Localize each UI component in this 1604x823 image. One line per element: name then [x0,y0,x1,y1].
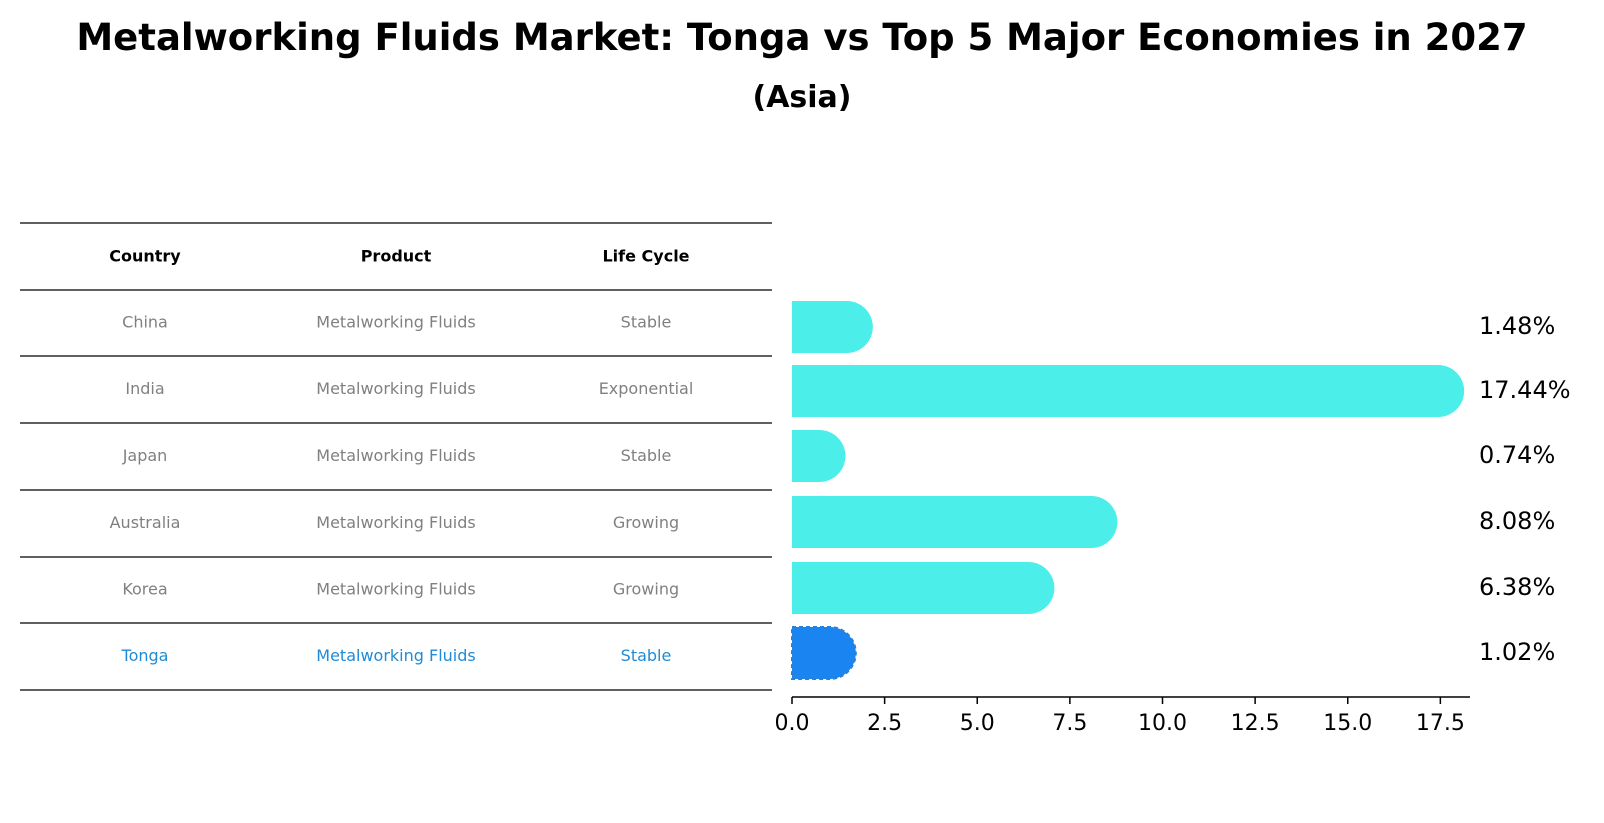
cell-life-cycle: Growing [613,513,679,532]
value-label-tonga: 1.02% [1479,638,1555,666]
header-life-cycle: Life Cycle [602,247,689,266]
cell-product: Metalworking Fluids [316,379,475,398]
header-product: Product [361,247,432,266]
cell-country: Australia [110,513,181,532]
bar-china [792,301,873,353]
x-tick-label: 12.5 [1231,711,1280,736]
bar-series [791,301,1465,680]
x-tick-label: 10.0 [1138,711,1187,736]
value-label-japan: 0.74% [1479,441,1555,469]
chart-title: Metalworking Fluids Market: Tonga vs Top… [76,16,1528,59]
x-tick-label: 2.5 [867,711,902,736]
value-label-korea: 6.38% [1479,573,1555,601]
bar-japan [792,430,846,482]
x-axis: 0.0 2.5 5.0 7.5 10.0 12.5 15.0 17.5 [775,696,1470,736]
cell-product: Metalworking Fluids [316,646,475,665]
cell-product: Metalworking Fluids [316,313,475,332]
bar-highlight-outline [791,626,857,680]
cell-life-cycle: Stable [621,446,672,465]
bar-tonga [792,627,856,679]
cell-country: Korea [122,580,167,599]
value-label-australia: 8.08% [1479,507,1555,535]
cell-country: India [125,379,164,398]
cell-product: Metalworking Fluids [316,580,475,599]
x-tick-label: 0.0 [775,711,810,736]
x-tick-label: 17.5 [1416,711,1465,736]
value-label-india: 17.44% [1479,376,1571,404]
x-tick-label: 7.5 [1052,711,1087,736]
value-labels: 1.48% 17.44% 0.74% 8.08% 6.38% 1.02% [1479,312,1571,666]
cell-country: China [122,313,168,332]
bar-india [792,365,1465,417]
chart-subtitle: (Asia) [752,80,852,115]
value-label-china: 1.48% [1479,312,1555,340]
cell-product: Metalworking Fluids [316,446,475,465]
cell-country: Tonga [121,646,169,665]
cell-life-cycle: Stable [621,313,672,332]
x-tick-label: 15.0 [1323,711,1372,736]
cell-product: Metalworking Fluids [316,513,475,532]
bar-australia [792,496,1118,548]
cell-life-cycle: Stable [621,646,672,665]
cell-country: Japan [122,446,168,465]
header-country: Country [109,247,181,266]
x-tick-label: 5.0 [960,711,995,736]
bar-korea [792,562,1055,614]
cell-life-cycle: Growing [613,580,679,599]
cell-life-cycle: Exponential [599,379,694,398]
data-table: Country Product Life Cycle China Metalworkin… [20,222,772,691]
